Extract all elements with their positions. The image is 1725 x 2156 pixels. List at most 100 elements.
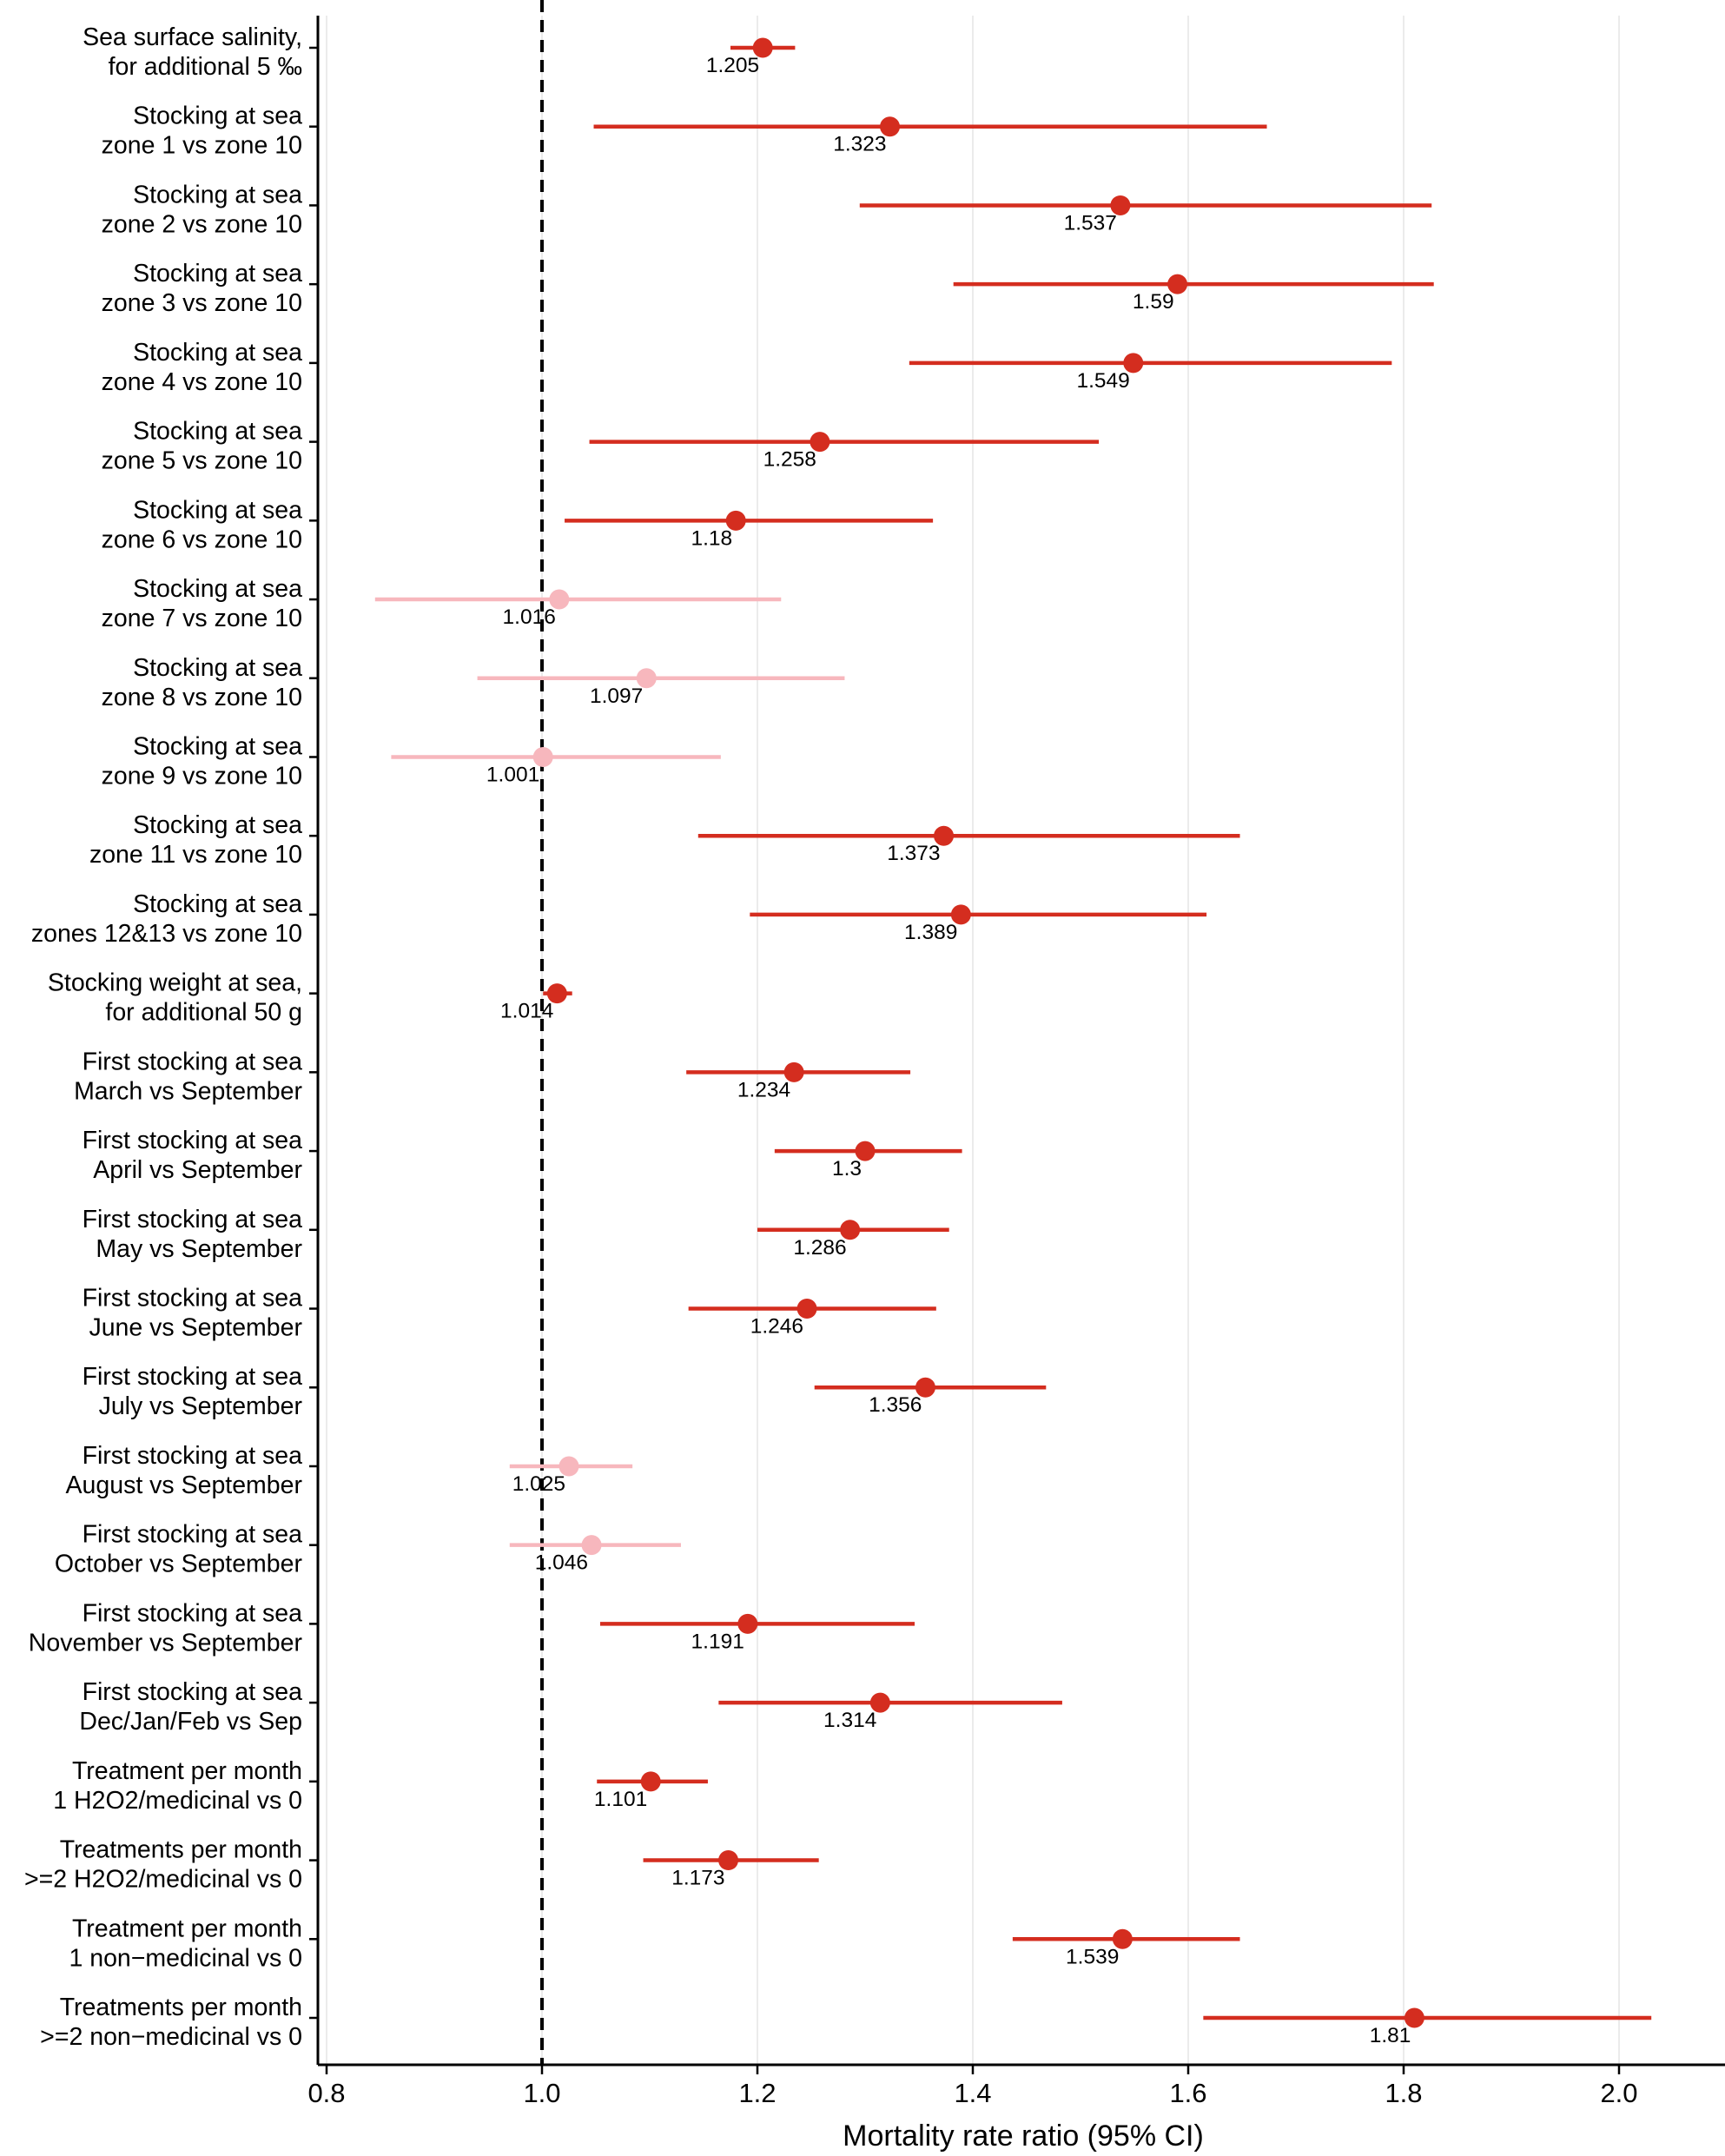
estimate-label: 1.59	[1133, 290, 1174, 314]
point-estimate	[725, 510, 746, 531]
point-estimate	[915, 1377, 935, 1398]
estimate-label: 1.539	[1066, 1945, 1119, 1968]
row-label-line1: Treatments per month	[60, 1836, 302, 1864]
point-estimate	[840, 1220, 861, 1240]
row-label-line1: Stocking at sea	[133, 811, 302, 839]
point-estimate	[546, 983, 567, 1004]
estimate-label: 1.356	[869, 1393, 922, 1417]
point-estimate	[752, 37, 773, 58]
row-label-line2: Dec/Jan/Feb vs Sep	[79, 1708, 302, 1736]
point-estimate	[855, 1141, 876, 1161]
row-label-line2: May vs September	[96, 1235, 302, 1263]
point-estimate	[880, 116, 901, 137]
point-estimate	[869, 1692, 890, 1713]
point-estimate	[810, 432, 830, 453]
estimate-label: 1.3	[832, 1157, 862, 1181]
x-tick-label-2: 1.2	[738, 2078, 776, 2108]
estimate-label: 1.549	[1076, 369, 1129, 393]
estimate-label: 1.81	[1370, 2024, 1411, 2047]
row-label-line1: First stocking at sea	[83, 1678, 303, 1706]
row-label-line2: >=2 non−medicinal vs 0	[40, 2023, 302, 2051]
estimate-label: 1.025	[512, 1472, 565, 1496]
point-estimate	[640, 1771, 661, 1792]
row-label-line1: Stocking weight at sea,	[48, 969, 302, 997]
x-tick-label-3: 1.4	[954, 2078, 991, 2108]
point-estimate	[1123, 353, 1144, 374]
row-label-line2: June vs September	[89, 1314, 302, 1342]
point-estimate	[532, 746, 553, 767]
row-label-line1: Sea surface salinity,	[83, 23, 302, 51]
row-label-line1: First stocking at sea	[83, 1521, 303, 1549]
row-label-line1: Stocking at sea	[133, 732, 302, 760]
row-label-line2: 1 H2O2/medicinal vs 0	[53, 1787, 302, 1815]
x-axis-title: Mortality rate ratio (95% CI)	[843, 2120, 1204, 2153]
row-label-line2: >=2 H2O2/medicinal vs 0	[24, 1866, 302, 1894]
estimate-label: 1.046	[535, 1551, 588, 1575]
point-estimate	[581, 1535, 602, 1556]
estimate-label: 1.373	[887, 842, 940, 865]
row-label-line1: Stocking at sea	[133, 654, 302, 682]
row-label-line2: zone 7 vs zone 10	[102, 605, 302, 632]
row-label-line2: zone 1 vs zone 10	[102, 132, 302, 160]
row-label-line1: Stocking at sea	[133, 339, 302, 367]
estimate-label: 1.191	[691, 1630, 744, 1653]
estimate-label: 1.097	[590, 684, 643, 708]
estimate-label: 1.18	[691, 526, 733, 550]
row-0: Sea surface salinity,for additional 5 ‰ 1…	[83, 23, 796, 81]
row-label-line1: Stocking at sea	[133, 575, 302, 603]
row-label-line2: zone 9 vs zone 10	[102, 762, 302, 790]
row-label-line1: Stocking at sea	[133, 496, 302, 524]
row-label-line2: zone 6 vs zone 10	[102, 526, 302, 553]
estimate-label: 1.246	[750, 1315, 803, 1339]
point-estimate	[636, 668, 657, 689]
estimate-label: 1.286	[793, 1236, 846, 1260]
row-label-line2: for additional 50 g	[105, 999, 302, 1027]
point-estimate	[950, 904, 971, 925]
x-tick-label-0: 0.8	[307, 2078, 345, 2108]
row-23: Treatments per month>=2 H2O2/medicinal v…	[24, 1836, 819, 1894]
row-label-line1: First stocking at sea	[83, 1363, 303, 1391]
row-label-line1: Stocking at sea	[133, 181, 302, 208]
row-label-line2: zone 8 vs zone 10	[102, 684, 302, 711]
x-tick-label-4: 1.6	[1169, 2078, 1206, 2108]
row-label-line2: zones 12&13 vs zone 10	[31, 920, 302, 948]
estimate-label: 1.314	[823, 1709, 876, 1732]
row-label-line1: First stocking at sea	[83, 1285, 303, 1313]
row-label-line1: Stocking at sea	[133, 418, 302, 446]
point-estimate	[1112, 1928, 1133, 1949]
estimate-label: 1.389	[904, 921, 957, 944]
estimate-label: 1.323	[833, 133, 886, 156]
point-estimate	[934, 825, 955, 846]
axes	[316, 16, 1725, 2067]
row-label-line1: First stocking at sea	[83, 1206, 303, 1233]
row-label-line2: July vs September	[99, 1392, 303, 1420]
estimate-label: 1.016	[503, 605, 556, 629]
estimate-label: 1.173	[671, 1867, 724, 1890]
row-12: Stocking weight at sea,for additional 50…	[48, 969, 572, 1027]
row-label-line2: zone 3 vs zone 10	[102, 289, 302, 317]
x-tick-label-1: 1.0	[523, 2078, 560, 2108]
point-estimate	[1404, 2007, 1424, 2028]
row-label-line1: Treatment per month	[72, 1757, 302, 1785]
x-axis-ticks: 0.8 1.0 1.2 1.4 1.6 1.8 2.0	[307, 2065, 1638, 2108]
row-label-line2: 1 non−medicinal vs 0	[69, 1944, 302, 1972]
point-estimate	[558, 1456, 579, 1477]
point-estimate	[796, 1299, 817, 1319]
row-label-line2: April vs September	[93, 1156, 302, 1184]
x-tick-label-6: 2.0	[1600, 2078, 1637, 2108]
